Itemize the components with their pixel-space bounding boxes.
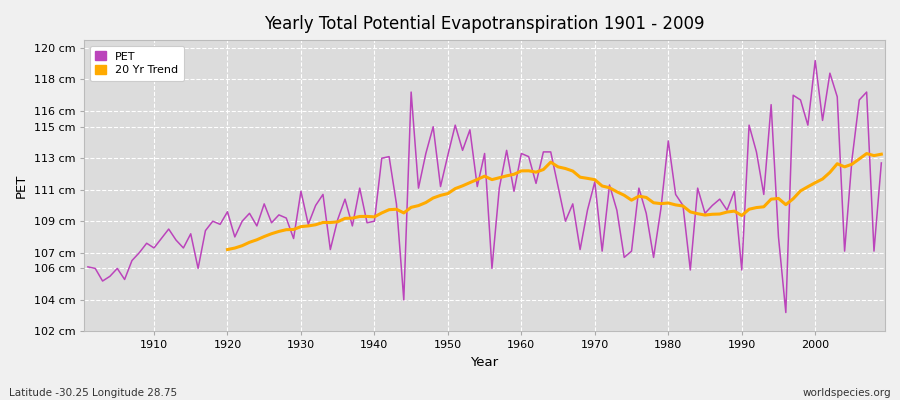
X-axis label: Year: Year xyxy=(471,356,499,369)
Text: Latitude -30.25 Longitude 28.75: Latitude -30.25 Longitude 28.75 xyxy=(9,388,177,398)
Legend: PET, 20 Yr Trend: PET, 20 Yr Trend xyxy=(90,46,184,81)
Text: worldspecies.org: worldspecies.org xyxy=(803,388,891,398)
Y-axis label: PET: PET xyxy=(15,174,28,198)
Title: Yearly Total Potential Evapotranspiration 1901 - 2009: Yearly Total Potential Evapotranspiratio… xyxy=(265,15,705,33)
